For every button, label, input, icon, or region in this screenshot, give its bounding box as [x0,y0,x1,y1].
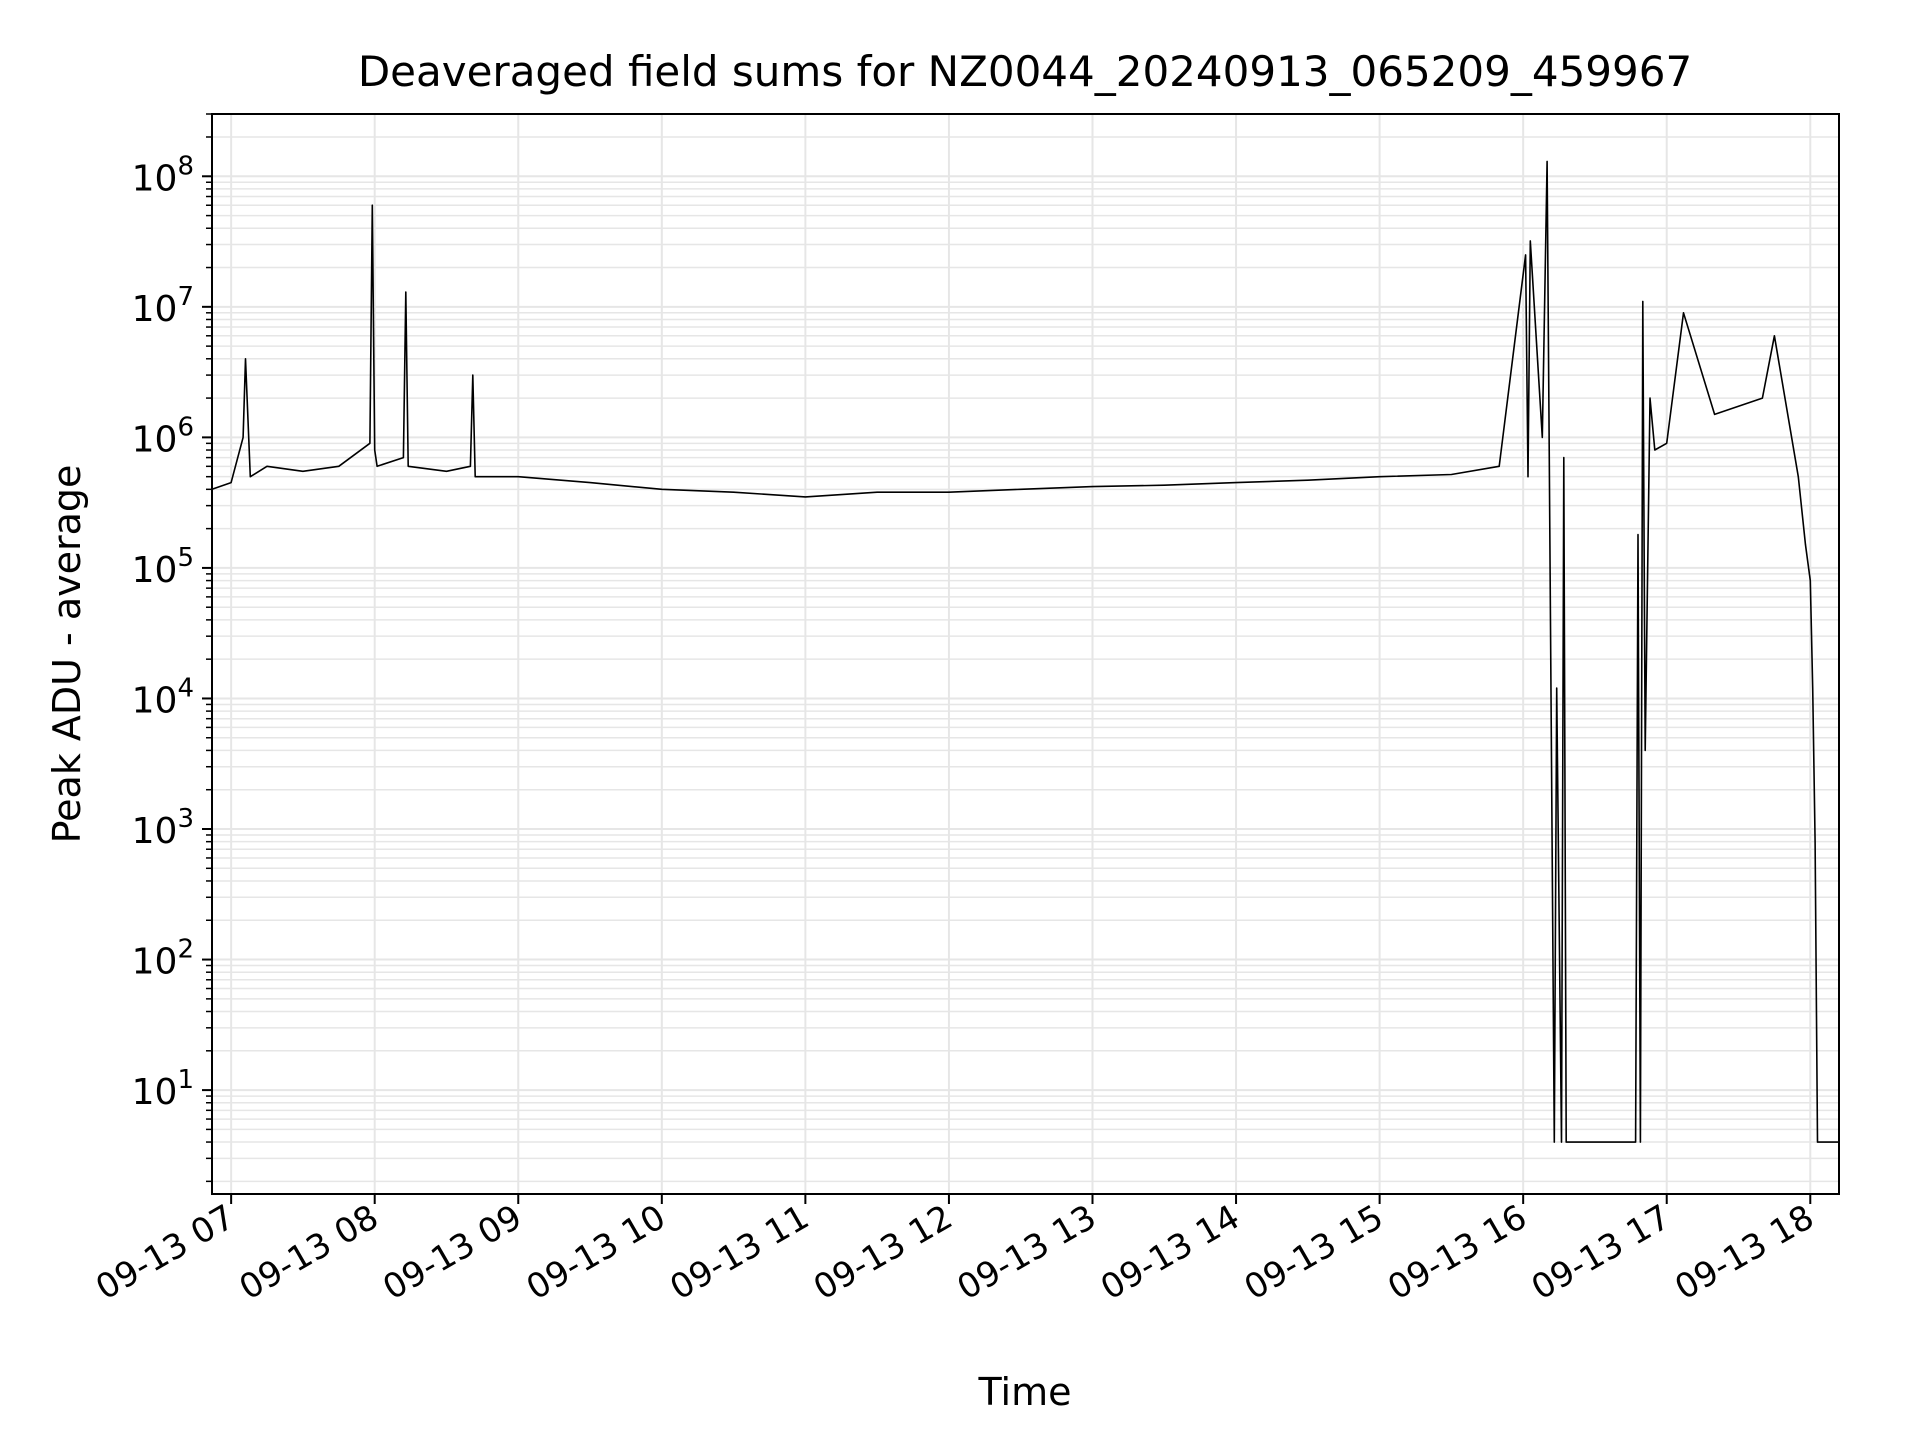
y-axis-label: Peak ADU - average [45,465,89,844]
data-layer [211,160,1839,1143]
y-tick-label: 101 [132,1065,194,1113]
y-tick-label: 108 [132,151,194,199]
y-tick-label: 105 [132,543,194,591]
x-axis-label: Time [978,1370,1072,1414]
y-tick-label: 102 [132,935,194,983]
chart-title: Deaveraged field sums for NZ0044_2024091… [358,47,1692,96]
plot-frame [211,113,1840,1195]
y-tick-label: 103 [132,804,194,852]
y-tick-label: 107 [132,282,194,330]
series-line [211,160,1839,1143]
y-tick-label: 106 [132,412,194,460]
grid [212,113,1839,1194]
y-tick-label: 104 [132,673,194,721]
